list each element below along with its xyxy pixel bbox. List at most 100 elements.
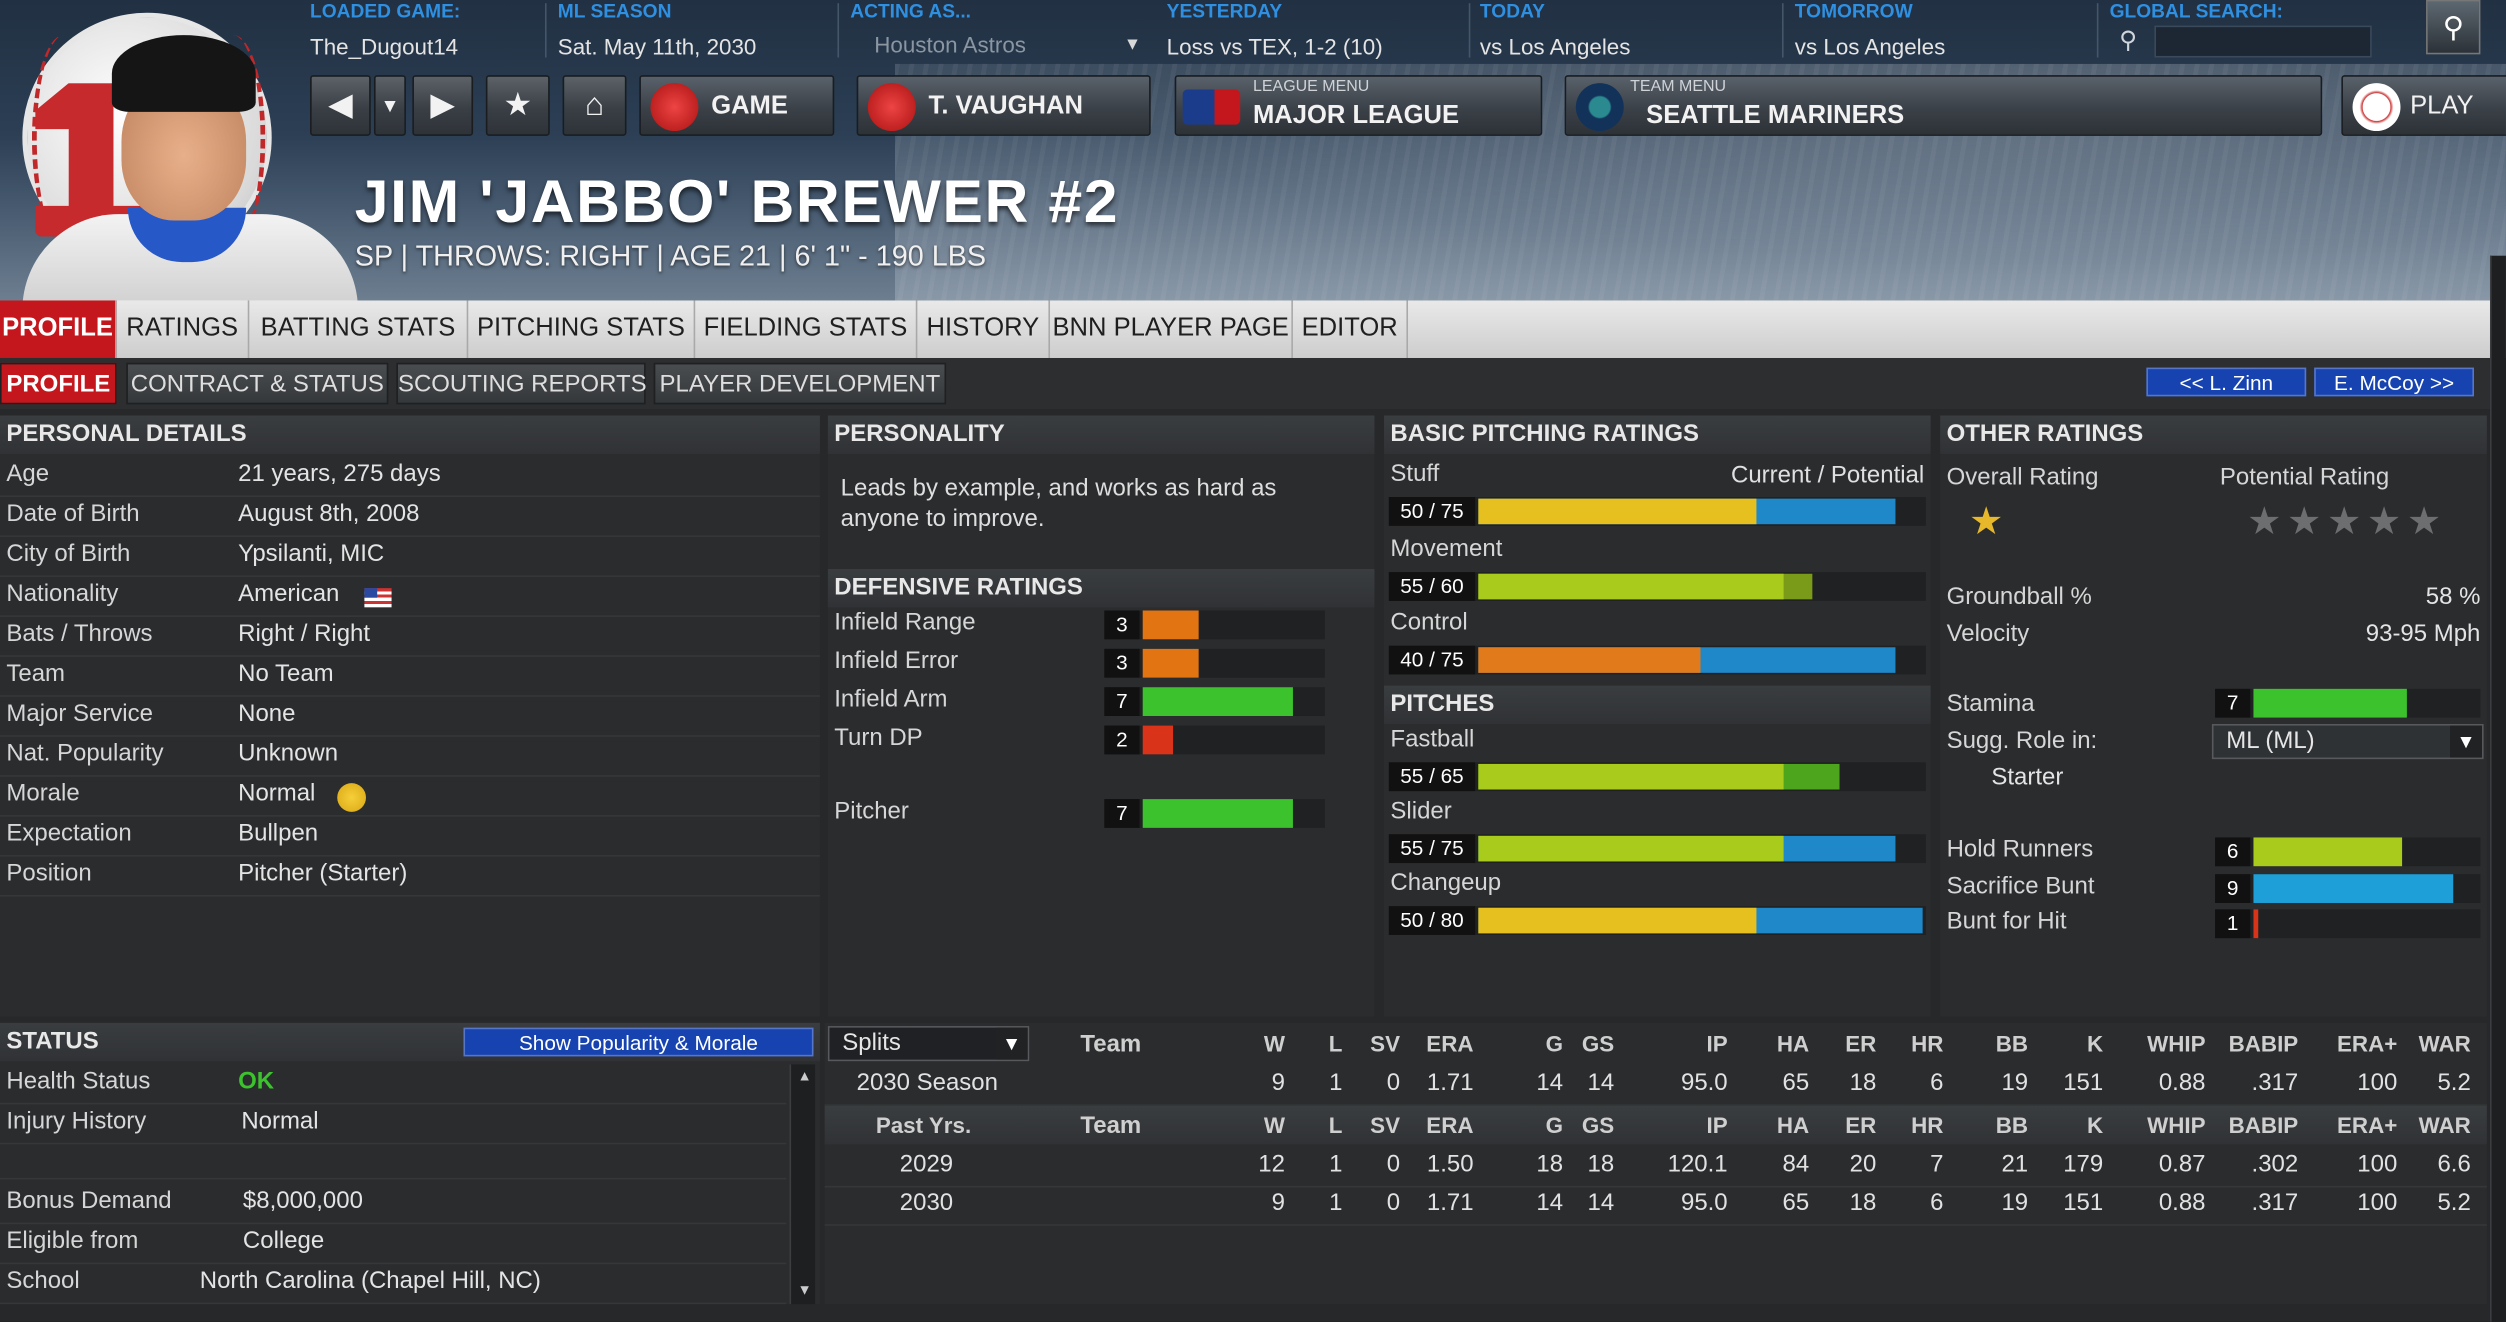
stat-column-header[interactable]: WHIP — [2147, 1112, 2206, 1138]
stat-column-header[interactable]: GS — [1581, 1112, 1615, 1138]
game-ball-icon — [650, 83, 699, 132]
stat-column-header[interactable]: BB — [1995, 1112, 2029, 1138]
stat-column-header[interactable]: Team — [1080, 1030, 1142, 1059]
stat-column-header[interactable]: G — [1545, 1030, 1564, 1057]
favorite-button[interactable]: ★ — [485, 75, 550, 136]
other-rating-value: 1 — [2215, 909, 2251, 939]
tab-profile[interactable]: PROFILE — [0, 300, 117, 358]
play-button[interactable]: PLAY — [2341, 75, 2506, 136]
acting-as-select[interactable]: Houston Astros ▼ — [850, 29, 1147, 61]
tab-ratings[interactable]: RATINGS — [117, 300, 250, 358]
stat-column-header[interactable]: L — [1328, 1112, 1343, 1138]
stat-column-header[interactable]: IP — [1706, 1030, 1728, 1057]
stamina-bar: 7 — [2215, 688, 2481, 718]
stat-column-header[interactable]: WHIP — [2147, 1030, 2206, 1057]
stat-column-header[interactable]: BABIP — [2228, 1112, 2299, 1138]
pitch-rating-label: Slider — [1390, 797, 1452, 825]
stat-column-header[interactable]: K — [2087, 1112, 2104, 1138]
acting-as-value: Houston Astros — [874, 31, 1026, 58]
tab-editor[interactable]: EDITOR — [1293, 300, 1409, 358]
manager-menu-button[interactable]: T. VAUGHAN — [856, 75, 1151, 136]
history-dropdown-button[interactable]: ▼ — [373, 75, 406, 136]
stat-column-header[interactable]: ERA — [1426, 1112, 1474, 1138]
defensive-rating-bar: 3 — [1104, 648, 1325, 678]
home-button[interactable]: ⌂ — [562, 75, 627, 136]
stat-column-header[interactable]: HR — [1911, 1112, 1944, 1138]
stat-cell: 0 — [1386, 1189, 1401, 1217]
row-divider — [0, 735, 820, 737]
home-icon: ⌂ — [584, 87, 605, 124]
stat-column-header[interactable]: ERA — [1426, 1030, 1474, 1057]
stat-column-header[interactable]: WAR — [2418, 1030, 2471, 1057]
stat-column-header[interactable]: HR — [1911, 1030, 1944, 1057]
stat-column-header[interactable]: L — [1328, 1030, 1343, 1057]
stat-column-header[interactable]: BABIP — [2228, 1030, 2299, 1057]
prev-player-link[interactable]: << L. Zinn — [2146, 367, 2307, 397]
scroll-up-icon: ▲ — [797, 1067, 812, 1084]
stat-column-header[interactable]: WAR — [2418, 1112, 2471, 1138]
stat-column-header[interactable]: W — [1263, 1030, 1285, 1057]
yesterday-info[interactable]: YESTERDAY Loss vs TEX, 1-2 (10) — [1167, 0, 1471, 64]
tomorrow-info[interactable]: TOMORROW vs Los Angeles — [1795, 0, 2099, 64]
personal-row-label: Age — [6, 460, 50, 488]
stat-column-header[interactable]: HA — [1776, 1030, 1810, 1057]
next-player-link[interactable]: E. McCoy >> — [2314, 367, 2475, 397]
stat-column-header[interactable]: ER — [1845, 1030, 1877, 1057]
stat-column-header[interactable]: ERA+ — [2336, 1112, 2398, 1138]
stat-column-header[interactable]: SV — [1370, 1030, 1401, 1057]
stat-cell: 9 — [1271, 1069, 1285, 1097]
other-rating-bar: 9 — [2215, 874, 2481, 903]
stat-column-header[interactable]: SV — [1370, 1112, 1401, 1138]
tab-history[interactable]: HISTORY — [917, 300, 1051, 358]
personal-details-panel: PERSONAL DETAILS Age 21 years, 275 days Da… — [0, 415, 820, 1017]
game-menu-button[interactable]: GAME — [639, 75, 835, 136]
global-search-input[interactable] — [2154, 25, 2372, 58]
page-right-scrollbar[interactable] — [2489, 255, 2506, 1322]
forward-button[interactable]: ▶ — [412, 75, 474, 136]
stat-column-header[interactable]: HA — [1776, 1112, 1810, 1138]
show-popularity-morale-button[interactable]: Show Popularity & Morale — [463, 1027, 814, 1057]
yesterday-label: YESTERDAY — [1166, 0, 1283, 23]
defensive-rating-bar: 3 — [1104, 610, 1325, 640]
ml-season-value: Sat. May 11th, 2030 — [557, 33, 757, 60]
league-menu-button[interactable]: LEAGUE MENU MAJOR LEAGUE — [1174, 75, 1543, 136]
potential-star-icon: ★ — [2366, 500, 2402, 544]
sugg-role-select[interactable]: ML (ML) ▼ — [2211, 723, 2484, 760]
today-info[interactable]: TODAY vs Los Angeles — [1480, 0, 1784, 64]
game-menu-label: GAME — [711, 92, 788, 120]
row-divider — [0, 1262, 787, 1265]
stat-cell: .302 — [2251, 1150, 2299, 1178]
stat-column-header[interactable]: K — [2087, 1030, 2104, 1057]
stat-column-header[interactable]: Team — [1080, 1112, 1142, 1140]
team-menu-button[interactable]: TEAM MENU SEATTLE MARINERS — [1564, 75, 2323, 136]
other-rating-bar: 6 — [2215, 837, 2481, 867]
stat-column-header[interactable]: BB — [1995, 1030, 2029, 1057]
stat-cell: 18 — [1536, 1150, 1564, 1178]
stat-column-header[interactable]: ER — [1845, 1112, 1877, 1138]
tab-pitching-stats[interactable]: PITCHING STATS — [468, 300, 696, 358]
defensive-rating-value: 7 — [1104, 687, 1140, 716]
tab-bnn-player-page[interactable]: BNN PLAYER PAGE — [1050, 300, 1293, 358]
tab-batting-stats[interactable]: BATTING STATS — [249, 300, 469, 358]
arrow-right-icon: ▶ — [430, 87, 455, 124]
subtab-profile[interactable]: PROFILE — [0, 362, 117, 405]
arrow-left-icon: ◀ — [328, 87, 353, 124]
stat-column-header[interactable]: G — [1545, 1112, 1564, 1138]
stat-column-header[interactable]: ERA+ — [2336, 1030, 2398, 1057]
subtab-player-development[interactable]: PLAYER DEVELOPMENT — [653, 362, 947, 405]
stat-column-header[interactable]: IP — [1706, 1112, 1728, 1138]
subtab-scouting-reports[interactable]: SCOUTING REPORTS — [396, 362, 647, 405]
search-button[interactable]: ⚲ — [2426, 0, 2481, 55]
subtab-contract-status[interactable]: CONTRACT & STATUS — [126, 362, 389, 405]
stats-panel: Splits ▼ Team W L SV ERA G GS IP HA ER HR BB K WHIP BA… — [824, 1022, 2487, 1305]
yesterday-value: Loss vs TEX, 1-2 (10) — [1166, 33, 1383, 60]
status-scrollbar[interactable]: ▲ ▼ — [789, 1064, 816, 1305]
stat-column-header[interactable]: GS — [1581, 1030, 1615, 1057]
stat-column-header[interactable]: W — [1263, 1112, 1285, 1138]
defensive-rating-fill — [1142, 610, 1199, 640]
defensive-rating-fill — [1142, 687, 1293, 716]
tab-fielding-stats[interactable]: FIELDING STATS — [695, 300, 918, 358]
back-button[interactable]: ◀ — [310, 75, 371, 136]
pitch-rating-value: 50 / 75 — [1388, 497, 1476, 526]
splits-select[interactable]: Splits ▼ — [827, 1026, 1030, 1062]
